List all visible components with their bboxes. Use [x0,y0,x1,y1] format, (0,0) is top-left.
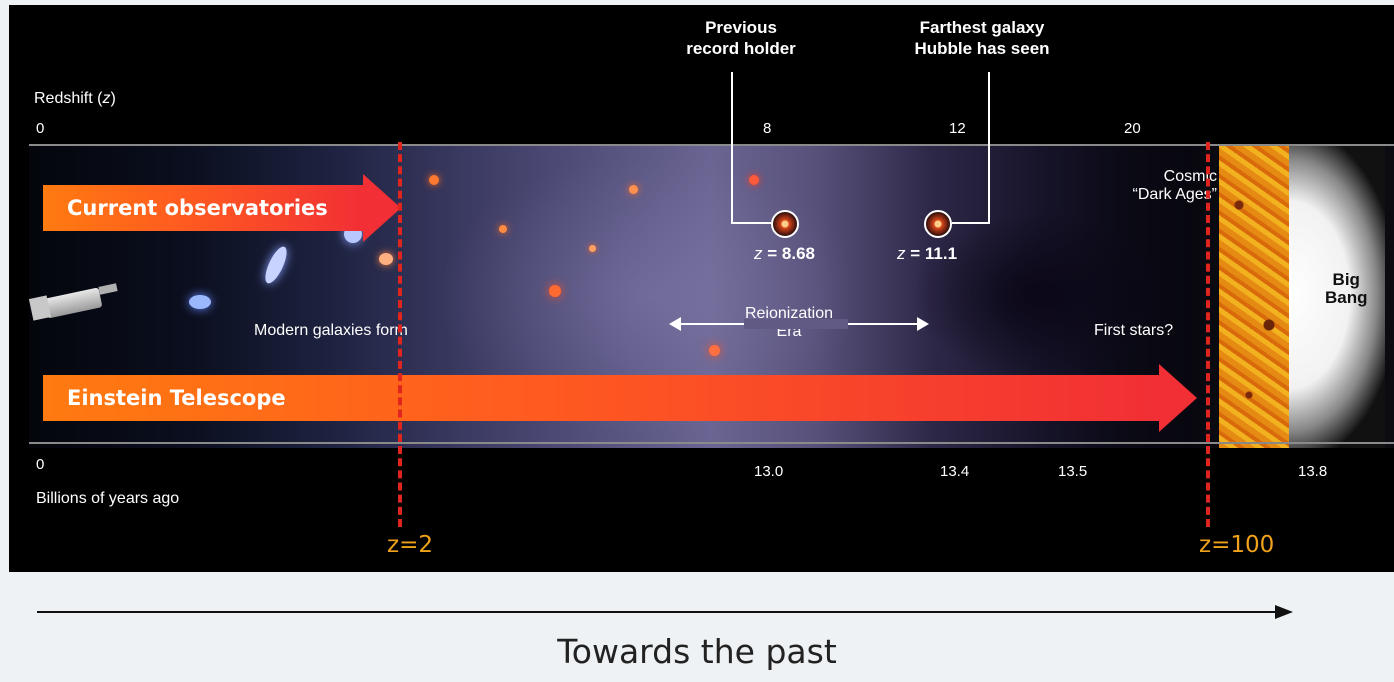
current-observatories-arrow: Current observatories [43,174,401,242]
reionization-arrow-gap [744,319,848,329]
redshift-value-farthest: z = 11.1 [897,244,958,263]
modern-galaxies-label: Modern galaxies form [254,322,408,339]
z100-marker-label: z=100 [1199,532,1275,558]
galaxy-glow [749,175,759,185]
time-axis-line [29,442,1394,444]
redshift-tick: 12 [949,120,966,137]
redshift-value-previous: z = 8.68 [754,244,815,263]
towards-past-arrow-line [37,611,1277,613]
spiral-galaxy [379,253,393,265]
callout-previous-record: Previous record holder [686,18,796,58]
callout-farthest-galaxy: Farthest galaxy Hubble has seen [914,18,1050,58]
z2-marker-label: z=2 [387,532,433,558]
towards-past-arrow-head [1275,605,1293,619]
dark-ages-label: Cosmic “Dark Ages” [1132,168,1217,203]
leader-line-farthest [988,72,990,224]
hubble-telescope-icon [25,283,118,321]
redshift-tick: 20 [1124,120,1141,137]
timeline-panel: Redshift (z) 0 8 12 20 0 13.0 13.4 13.5 … [9,5,1394,572]
galaxy-glow [629,185,638,194]
time-tick: 13.8 [1298,463,1328,480]
galaxy-marker-previous [771,210,799,238]
z100-dashed-line [1206,142,1210,527]
spiral-galaxy [261,243,291,287]
time-tick: 13.5 [1058,463,1088,480]
towards-past-label: Towards the past [557,632,837,671]
time-tick: 13.0 [754,463,784,480]
redshift-tick: 0 [36,120,45,137]
galaxy-glow [589,245,596,252]
first-stars-label: First stars? [1094,322,1174,339]
time-tick: 0 [36,456,45,473]
leader-line-previous [731,222,771,224]
redshift-tick: 8 [763,120,772,137]
einstein-telescope-arrow: Einstein Telescope [43,364,1197,432]
redshift-axis-line [29,144,1394,146]
time-tick: 13.4 [940,463,970,480]
galaxy-marker-farthest [924,210,952,238]
time-axis-label: Billions of years ago [36,490,180,507]
cosmic-microwave-background [1219,145,1289,448]
galaxy-glow [429,175,439,185]
z2-dashed-line [398,142,402,527]
galaxy-glow [709,345,720,356]
spiral-galaxy [189,295,211,309]
galaxy-glow [549,285,561,297]
redshift-axis-label: Redshift (z) [34,90,116,107]
leader-line-previous [731,72,733,224]
big-bang-label: Big Bang [1325,270,1368,307]
leader-line-farthest [952,222,990,224]
big-bang-glow [1289,145,1385,448]
galaxy-glow [499,225,507,233]
